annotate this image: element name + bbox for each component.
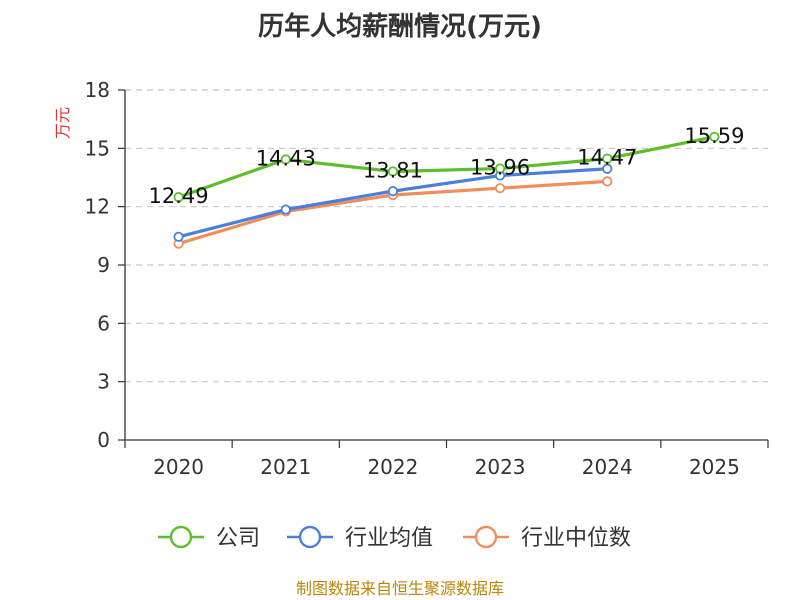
y-axis-unit-label: 万元 bbox=[53, 107, 72, 139]
grid-lines bbox=[125, 89, 768, 383]
y-tick-label: 12 bbox=[85, 195, 110, 219]
source-note: 制图数据来自恒生聚源数据库 bbox=[296, 579, 504, 598]
data-point[interactable] bbox=[387, 186, 399, 197]
legend-label: 公司 bbox=[216, 526, 260, 551]
data-point[interactable] bbox=[709, 131, 720, 142]
legend-item[interactable]: 行业均值 bbox=[287, 525, 433, 551]
data-point[interactable] bbox=[280, 154, 291, 165]
legend-marker-icon bbox=[298, 525, 322, 549]
legend-label: 行业均值 bbox=[345, 526, 433, 551]
data-point[interactable] bbox=[280, 204, 291, 215]
x-tick-label: 2020 bbox=[153, 455, 204, 479]
legend[interactable]: 公司 行业均值 行业中位数 bbox=[158, 525, 631, 551]
data-labels: 12.49 14.43 13.81 13.96 14.47 15.59 bbox=[149, 124, 745, 208]
y-tick-label: 18 bbox=[85, 78, 110, 102]
y-tick-label: 3 bbox=[97, 370, 110, 394]
x-tick-label: 2023 bbox=[475, 455, 526, 479]
x-tick-label: 2025 bbox=[689, 455, 740, 479]
legend-item[interactable]: 行业中位数 bbox=[463, 525, 631, 551]
x-tick-label: 2024 bbox=[582, 455, 633, 479]
data-label: 14.47 bbox=[577, 146, 637, 170]
x-tick-label: 2022 bbox=[367, 455, 418, 479]
axes: 0 3 6 9 12 15 18 2020 2021 2022 2023 2024 2025 bbox=[85, 78, 769, 479]
legend-marker-icon bbox=[169, 525, 193, 549]
series-layer bbox=[173, 131, 720, 249]
y-tick-label: 6 bbox=[97, 311, 110, 335]
legend-label: 行业中位数 bbox=[521, 526, 631, 551]
y-tick-label: 15 bbox=[85, 136, 110, 160]
data-point[interactable] bbox=[173, 231, 184, 242]
series-line bbox=[178, 135, 715, 199]
data-label: 13.81 bbox=[363, 158, 423, 182]
data-point[interactable] bbox=[494, 183, 506, 194]
data-label: 15.59 bbox=[684, 124, 744, 148]
legend-marker-icon bbox=[474, 525, 498, 549]
data-point[interactable] bbox=[602, 176, 613, 187]
data-point[interactable] bbox=[494, 163, 506, 174]
chart-title: 历年人均薪酬情况(万元) bbox=[258, 11, 542, 42]
data-point[interactable] bbox=[387, 166, 399, 177]
x-tick-label: 2021 bbox=[260, 455, 311, 479]
data-point[interactable] bbox=[602, 153, 613, 164]
y-tick-label: 9 bbox=[97, 253, 110, 277]
y-tick-label: 0 bbox=[97, 428, 110, 452]
data-label: 14.43 bbox=[256, 146, 316, 170]
legend-item[interactable]: 公司 bbox=[158, 525, 260, 551]
data-label: 12.49 bbox=[149, 184, 209, 208]
data-label: 13.96 bbox=[470, 156, 530, 180]
data-point[interactable] bbox=[173, 192, 184, 203]
data-point[interactable] bbox=[602, 163, 613, 174]
